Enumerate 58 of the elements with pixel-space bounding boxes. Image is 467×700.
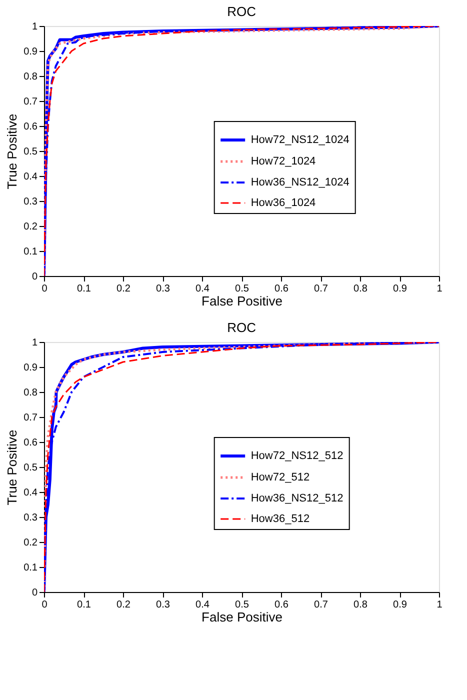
y-tick-label: 0.1 [24, 562, 38, 574]
x-tick-label: 0.2 [116, 284, 131, 294]
legend-label: How36_1024 [250, 197, 316, 209]
legend-label: How72_1024 [250, 156, 316, 168]
y-tick-label: 0.7 [24, 412, 38, 424]
x-tick-label: 0.3 [156, 284, 170, 294]
x-tick-label: 0.3 [156, 600, 170, 610]
x-tick-label: 0.9 [393, 284, 408, 294]
x-tick-label: 0.5 [235, 600, 250, 610]
x-tick-label: 0.6 [274, 284, 289, 294]
y-tick-label: 0 [32, 272, 38, 282]
x-axis-title: False Positive [202, 294, 282, 308]
y-tick-label: 0.3 [24, 196, 38, 208]
x-tick-label: 0 [42, 284, 48, 294]
chart-title: ROC [227, 320, 256, 335]
y-tick-label: 0.8 [24, 72, 38, 82]
y-tick-label: 0.9 [24, 46, 38, 58]
x-tick-label: 1 [436, 600, 443, 610]
x-tick-label: 0.4 [196, 284, 210, 294]
y-tick-label: 0.2 [24, 222, 38, 232]
y-tick-label: 1 [32, 22, 38, 32]
y-tick-label: 1 [32, 338, 38, 348]
legend-label: How72_NS12_512 [250, 450, 344, 462]
y-tick-label: 0.5 [24, 462, 38, 474]
y-tick-label: 0.7 [24, 96, 38, 108]
y-axis-title: True Positive [4, 114, 20, 190]
x-tick-label: 0.1 [77, 600, 92, 610]
legend-label: How36_512 [250, 513, 310, 525]
y-tick-label: 0.6 [24, 438, 38, 448]
x-tick-label: 0.9 [393, 600, 408, 610]
x-tick-label: 0.6 [274, 600, 289, 610]
x-tick-label: 0 [42, 600, 48, 610]
y-tick-label: 0 [32, 588, 38, 598]
y-tick-label: 0.4 [24, 172, 38, 182]
y-tick-label: 0.4 [24, 488, 38, 498]
y-axis-title: True Positive [4, 430, 20, 506]
legend-label: How36_NS12_1024 [250, 176, 350, 188]
y-tick-label: 0.6 [24, 122, 38, 132]
x-tick-label: 0.7 [314, 600, 328, 610]
x-tick-label: 0.8 [354, 284, 368, 294]
legend-label: How72_NS12_1024 [250, 134, 350, 146]
y-tick-label: 0.5 [24, 146, 38, 158]
x-tick-label: 0.7 [314, 284, 328, 294]
y-tick-label: 0.2 [24, 538, 38, 548]
x-tick-label: 0.4 [196, 600, 210, 610]
y-tick-label: 0.1 [24, 246, 38, 258]
y-tick-label: 0.8 [24, 388, 38, 398]
y-tick-label: 0.3 [24, 512, 38, 524]
x-tick-label: 0.1 [77, 284, 92, 294]
x-tick-label: 0.8 [354, 600, 368, 610]
x-tick-label: 0.2 [116, 600, 131, 610]
chart-title: ROC [227, 4, 256, 19]
legend-label: How72_512 [250, 472, 310, 484]
x-axis-title: False Positive [202, 610, 282, 624]
y-tick-label: 0.9 [24, 362, 38, 374]
x-tick-label: 1 [436, 284, 443, 294]
legend-label: How36_NS12_512 [250, 492, 344, 504]
x-tick-label: 0.5 [235, 284, 250, 294]
